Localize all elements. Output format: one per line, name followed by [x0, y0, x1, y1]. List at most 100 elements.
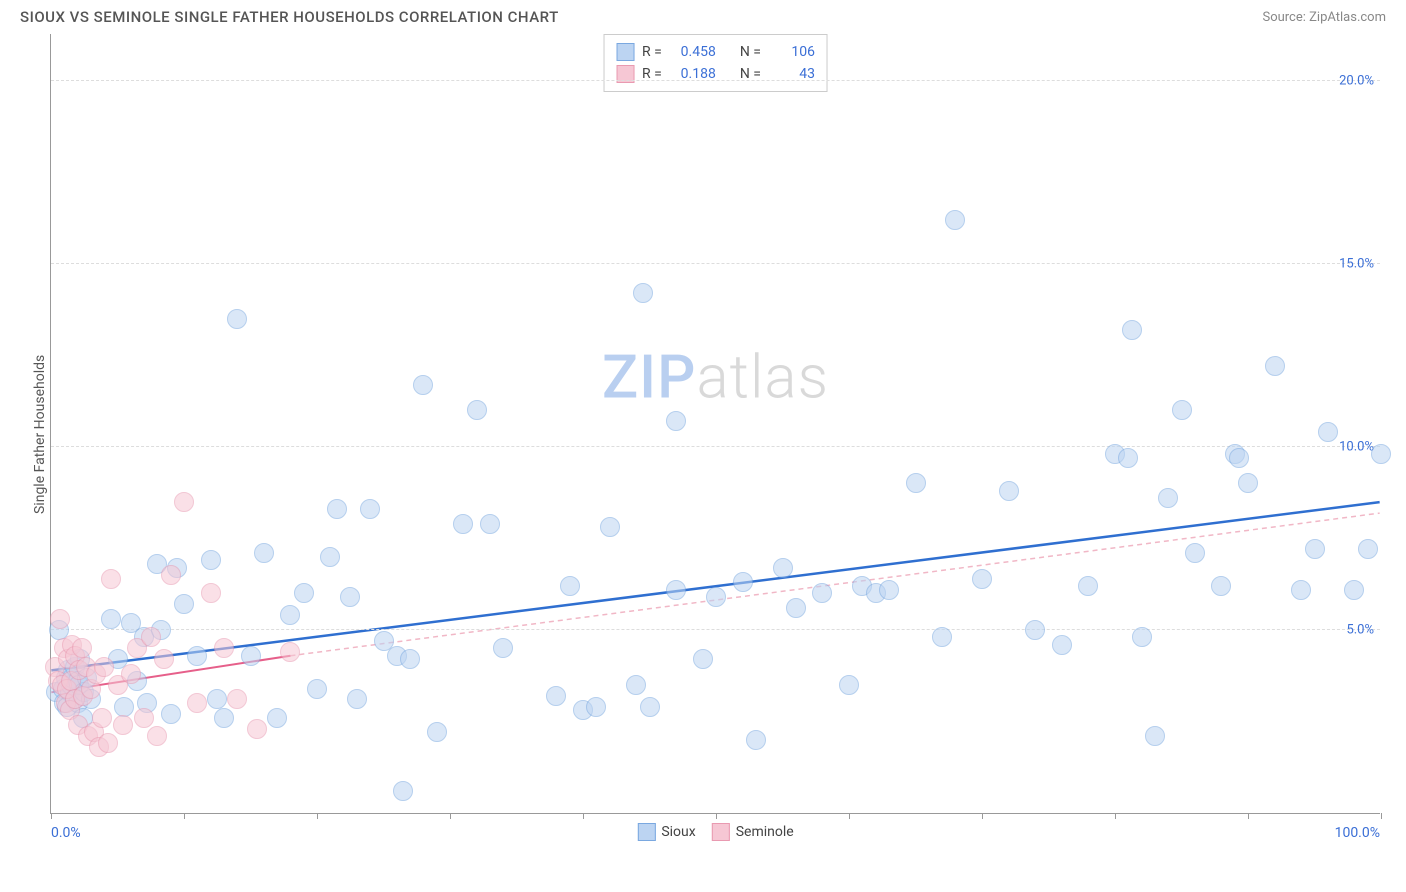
data-point: [560, 576, 580, 596]
legend-item: Seminole: [712, 823, 794, 841]
data-point: [214, 708, 234, 728]
source-link[interactable]: ZipAtlas.com: [1309, 10, 1386, 25]
data-point: [626, 675, 646, 695]
data-point: [586, 697, 606, 717]
data-point: [1052, 635, 1072, 655]
x-tick: [317, 813, 318, 819]
data-point: [1291, 580, 1311, 600]
data-point: [50, 609, 70, 629]
stats-row: R =0.188N =43: [616, 63, 815, 85]
data-point: [400, 649, 420, 669]
x-tick: [450, 813, 451, 819]
data-point: [413, 375, 433, 395]
x-axis-max-label: 100.0%: [1335, 825, 1380, 841]
data-point: [214, 638, 234, 658]
data-point: [134, 708, 154, 728]
data-point: [72, 638, 92, 658]
data-point: [600, 517, 620, 537]
data-point: [733, 572, 753, 592]
data-point: [201, 550, 221, 570]
data-point: [98, 733, 118, 753]
data-point: [879, 580, 899, 600]
y-tick-label: 20.0%: [1339, 73, 1374, 88]
x-tick: [184, 813, 185, 819]
data-point: [746, 730, 766, 750]
data-point: [1158, 488, 1178, 508]
data-point: [706, 587, 726, 607]
y-gridline: [51, 263, 1380, 264]
x-tick: [716, 813, 717, 819]
y-tick-label: 5.0%: [1346, 622, 1374, 637]
data-point: [113, 715, 133, 735]
data-point: [187, 646, 207, 666]
data-point: [94, 657, 114, 677]
x-tick: [1381, 813, 1382, 819]
data-point: [1172, 400, 1192, 420]
legend-item: Sioux: [637, 823, 695, 841]
data-point: [114, 697, 134, 717]
data-point: [1344, 580, 1364, 600]
data-point: [640, 697, 660, 717]
data-point: [121, 664, 141, 684]
data-point: [693, 649, 713, 669]
data-point: [1118, 448, 1138, 468]
data-point: [945, 210, 965, 230]
data-point: [839, 675, 859, 695]
x-tick: [51, 813, 52, 819]
y-gridline: [51, 446, 1380, 447]
data-point: [773, 558, 793, 578]
legend-swatch: [616, 43, 634, 61]
x-tick: [1115, 813, 1116, 819]
data-point: [241, 646, 261, 666]
data-point: [174, 492, 194, 512]
data-point: [812, 583, 832, 603]
data-point: [480, 514, 500, 534]
y-tick-label: 15.0%: [1339, 256, 1374, 271]
data-point: [141, 627, 161, 647]
data-point: [666, 580, 686, 600]
data-point: [161, 704, 181, 724]
data-point: [493, 638, 513, 658]
y-gridline: [51, 629, 1380, 630]
data-point: [972, 569, 992, 589]
data-point: [1132, 627, 1152, 647]
data-point: [187, 693, 207, 713]
data-point: [267, 708, 287, 728]
y-tick-label: 10.0%: [1339, 439, 1374, 454]
data-point: [360, 499, 380, 519]
data-point: [633, 283, 653, 303]
data-point: [1211, 576, 1231, 596]
data-point: [161, 565, 181, 585]
y-axis-title: Single Father Households: [32, 355, 48, 514]
stats-row: R =0.458N =106: [616, 41, 815, 63]
data-point: [906, 473, 926, 493]
data-point: [786, 598, 806, 618]
plot-area: ZIPatlas R =0.458N =106R =0.188N =43 0.0…: [50, 34, 1380, 814]
data-point: [307, 679, 327, 699]
data-point: [1358, 539, 1378, 559]
data-point: [294, 583, 314, 603]
data-point: [467, 400, 487, 420]
series-legend: Sioux Seminole: [637, 823, 793, 841]
x-tick: [982, 813, 983, 819]
data-point: [1318, 422, 1338, 442]
data-point: [1078, 576, 1098, 596]
stats-legend: R =0.458N =106R =0.188N =43: [603, 34, 828, 92]
data-point: [1229, 448, 1249, 468]
data-point: [1238, 473, 1258, 493]
data-point: [453, 514, 473, 534]
correlation-chart: Single Father Households ZIPatlas R =0.4…: [20, 34, 1386, 814]
x-axis-min-label: 0.0%: [51, 825, 81, 841]
x-tick: [849, 813, 850, 819]
data-point: [327, 499, 347, 519]
data-point: [427, 722, 447, 742]
data-point: [227, 689, 247, 709]
data-point: [280, 605, 300, 625]
data-point: [147, 726, 167, 746]
data-point: [254, 543, 274, 563]
trend-lines: [51, 34, 1380, 813]
data-point: [280, 642, 300, 662]
data-point: [393, 781, 413, 801]
data-point: [340, 587, 360, 607]
data-point: [201, 583, 221, 603]
